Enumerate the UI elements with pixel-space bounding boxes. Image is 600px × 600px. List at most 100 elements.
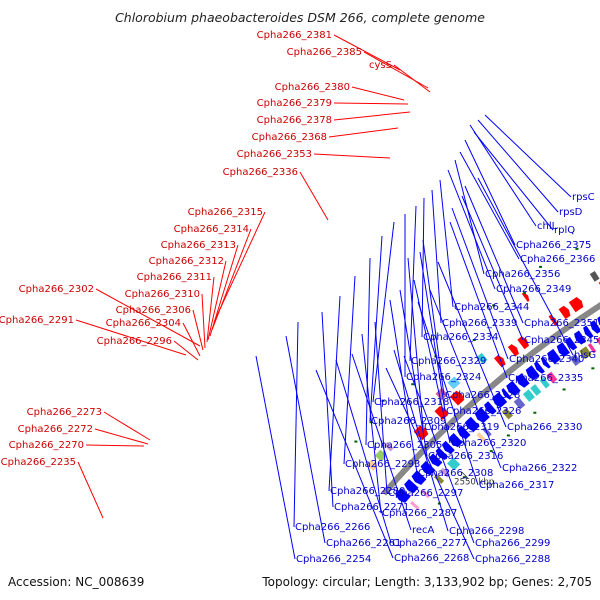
reverse-gene-label[interactable]: Cpha266_2329 <box>411 356 486 367</box>
label-leader-line <box>439 179 454 308</box>
forward-gene-label[interactable]: Cpha266_2385 <box>287 47 362 58</box>
cog-feature <box>447 376 461 390</box>
reverse-gene-label[interactable]: Cpha266_2317 <box>479 480 554 491</box>
forward-gene-label[interactable]: Cpha266_2291 <box>0 315 74 326</box>
reverse-gene-label[interactable]: Cpha266_2308 <box>418 468 493 479</box>
reverse-gene-arrow <box>395 488 411 503</box>
reverse-gene-label[interactable]: Cpha266_2351 <box>524 318 599 329</box>
label-leader-line <box>315 369 394 559</box>
reverse-gene-label[interactable]: rpsD <box>559 207 583 218</box>
feature-tick <box>575 247 579 250</box>
forward-gene-label[interactable]: Cpha266_2302 <box>19 284 94 295</box>
label-leader-line <box>389 299 418 474</box>
reverse-gene-label[interactable]: Cpha266_2349 <box>496 284 571 295</box>
cog-feature <box>530 384 542 396</box>
forward-gene-label[interactable]: Cpha266_2368 <box>252 132 327 143</box>
forward-gene-label[interactable]: Cpha266_2378 <box>257 115 332 126</box>
forward-gene-label[interactable]: Cpha266_2312 <box>149 256 224 267</box>
label-leader-line <box>385 367 475 560</box>
reverse-gene-arrow <box>547 348 561 364</box>
forward-gene-label[interactable]: Cpha266_2273 <box>27 407 102 418</box>
forward-gene-label[interactable]: Cpha266_2313 <box>161 240 236 251</box>
label-leader-line <box>429 289 502 469</box>
forward-gene-label[interactable]: Cpha266_2381 <box>257 30 332 41</box>
reverse-gene-label[interactable]: Cpha266_2297 <box>388 488 463 499</box>
reverse-gene-label[interactable]: Cpha266_2305 <box>367 440 442 451</box>
cog-feature <box>420 488 431 499</box>
forward-gene-label[interactable]: Cpha266_2314 <box>174 224 249 235</box>
label-leader-line <box>464 185 524 324</box>
forward-gene-arrow <box>494 355 506 368</box>
reverse-gene-label[interactable]: Cpha266_2299 <box>475 538 550 549</box>
reverse-gene-label[interactable]: Cpha266_2375 <box>516 240 591 251</box>
label-leader-line <box>333 102 409 105</box>
cog-feature <box>366 459 378 471</box>
label-leader-line <box>201 293 206 349</box>
reverse-gene-label[interactable]: Cpha266_2298 <box>449 526 524 537</box>
forward-gene-arrow <box>521 292 530 302</box>
reverse-gene-label[interactable]: Cpha266_2345 <box>524 335 599 346</box>
reverse-gene-label[interactable]: Cpha266_2356 <box>485 269 560 280</box>
reverse-gene-arrow <box>501 388 512 400</box>
reverse-gene-label[interactable]: Cpha266_2280 <box>330 486 405 497</box>
forward-gene-label[interactable]: Cpha266_2296 <box>97 336 172 347</box>
label-leader-line <box>182 322 201 357</box>
reverse-gene-label[interactable]: rplQ <box>554 225 575 236</box>
reverse-gene-label[interactable]: Cpha266_2318 <box>374 397 449 408</box>
forward-gene-label[interactable]: Cpha266_2310 <box>125 289 200 300</box>
label-leader-line <box>285 335 326 544</box>
reverse-gene-label[interactable]: Cpha266_2330 <box>507 422 582 433</box>
feature-tick <box>562 388 566 391</box>
reverse-gene-label[interactable]: Cpha266_2266 <box>295 522 370 533</box>
reverse-gene-label[interactable]: Cpha266_2366 <box>520 254 595 265</box>
reverse-gene-label[interactable]: Cpha266_2320 <box>451 438 526 449</box>
reverse-gene-label[interactable]: Cpha266_2328 <box>445 390 520 401</box>
reverse-gene-label[interactable]: Cpha266_2339 <box>442 318 517 329</box>
reverse-gene-label[interactable]: recA <box>412 525 435 536</box>
feature-tick <box>411 383 415 386</box>
reverse-gene-label[interactable]: Cpha266_2322 <box>502 463 577 474</box>
cog-feature <box>595 336 600 346</box>
forward-gene-label[interactable]: cysS <box>369 60 392 71</box>
reverse-gene-label[interactable]: hisG <box>574 350 596 361</box>
label-leader-line <box>77 461 104 519</box>
reverse-gene-label[interactable]: Cpha266_2334 <box>423 332 498 343</box>
forward-gene-label[interactable]: Cpha266_2379 <box>257 98 332 109</box>
cog-feature <box>579 346 592 360</box>
reverse-gene-arrow <box>465 416 480 432</box>
reverse-gene-label[interactable]: Cpha266_2316 <box>428 451 503 462</box>
forward-gene-label[interactable]: Cpha266_2311 <box>137 272 212 283</box>
label-leader-line <box>461 195 524 341</box>
reverse-gene-label[interactable]: Cpha266_2254 <box>296 554 371 565</box>
reverse-gene-label[interactable]: Cpha266_2309 <box>371 416 446 427</box>
reverse-gene-label[interactable]: chlL <box>537 221 558 232</box>
label-leader-line <box>192 309 204 351</box>
reverse-gene-label[interactable]: Cpha266_2277 <box>392 538 467 549</box>
reverse-gene-label[interactable]: Cpha266_2319 <box>424 422 499 433</box>
reverse-gene-label[interactable]: Cpha266_2344 <box>454 302 529 313</box>
forward-gene-label[interactable]: Cpha266_2336 <box>223 167 298 178</box>
forward-gene-label[interactable]: Cpha266_2353 <box>237 149 312 160</box>
forward-gene-label[interactable]: Cpha266_2235 <box>1 457 76 468</box>
reverse-gene-label[interactable]: rpsC <box>572 192 595 203</box>
label-leader-line <box>299 171 329 221</box>
label-leader-line <box>343 275 356 465</box>
reverse-gene-label[interactable]: Cpha266_2271 <box>334 502 409 513</box>
forward-gene-label[interactable]: Cpha266_2315 <box>188 207 263 218</box>
forward-gene-label[interactable]: Cpha266_2304 <box>106 318 181 329</box>
reverse-gene-label[interactable]: Cpha266_2293 <box>345 459 420 470</box>
cog-feature <box>501 407 513 420</box>
reverse-gene-label[interactable]: Cpha266_2287 <box>382 508 457 519</box>
reverse-gene-label[interactable]: Cpha266_2288 <box>475 554 550 565</box>
forward-gene-label[interactable]: Cpha266_2270 <box>9 440 84 451</box>
forward-gene-label[interactable]: Cpha266_2272 <box>18 424 93 435</box>
forward-gene-label[interactable]: Cpha266_2306 <box>116 305 191 316</box>
forward-gene-label[interactable]: Cpha266_2380 <box>275 82 350 93</box>
label-leader-line <box>417 301 479 486</box>
reverse-gene-label[interactable]: Cpha266_2335 <box>508 373 583 384</box>
reverse-gene-label[interactable]: Cpha266_2324 <box>406 372 481 383</box>
reverse-gene-label[interactable]: Cpha266_2261 <box>326 538 401 549</box>
reverse-gene-label[interactable]: Cpha266_2340 <box>509 354 584 365</box>
reverse-gene-label[interactable]: Cpha266_2268 <box>394 553 469 564</box>
reverse-gene-label[interactable]: Cpha266_2326 <box>446 406 521 417</box>
